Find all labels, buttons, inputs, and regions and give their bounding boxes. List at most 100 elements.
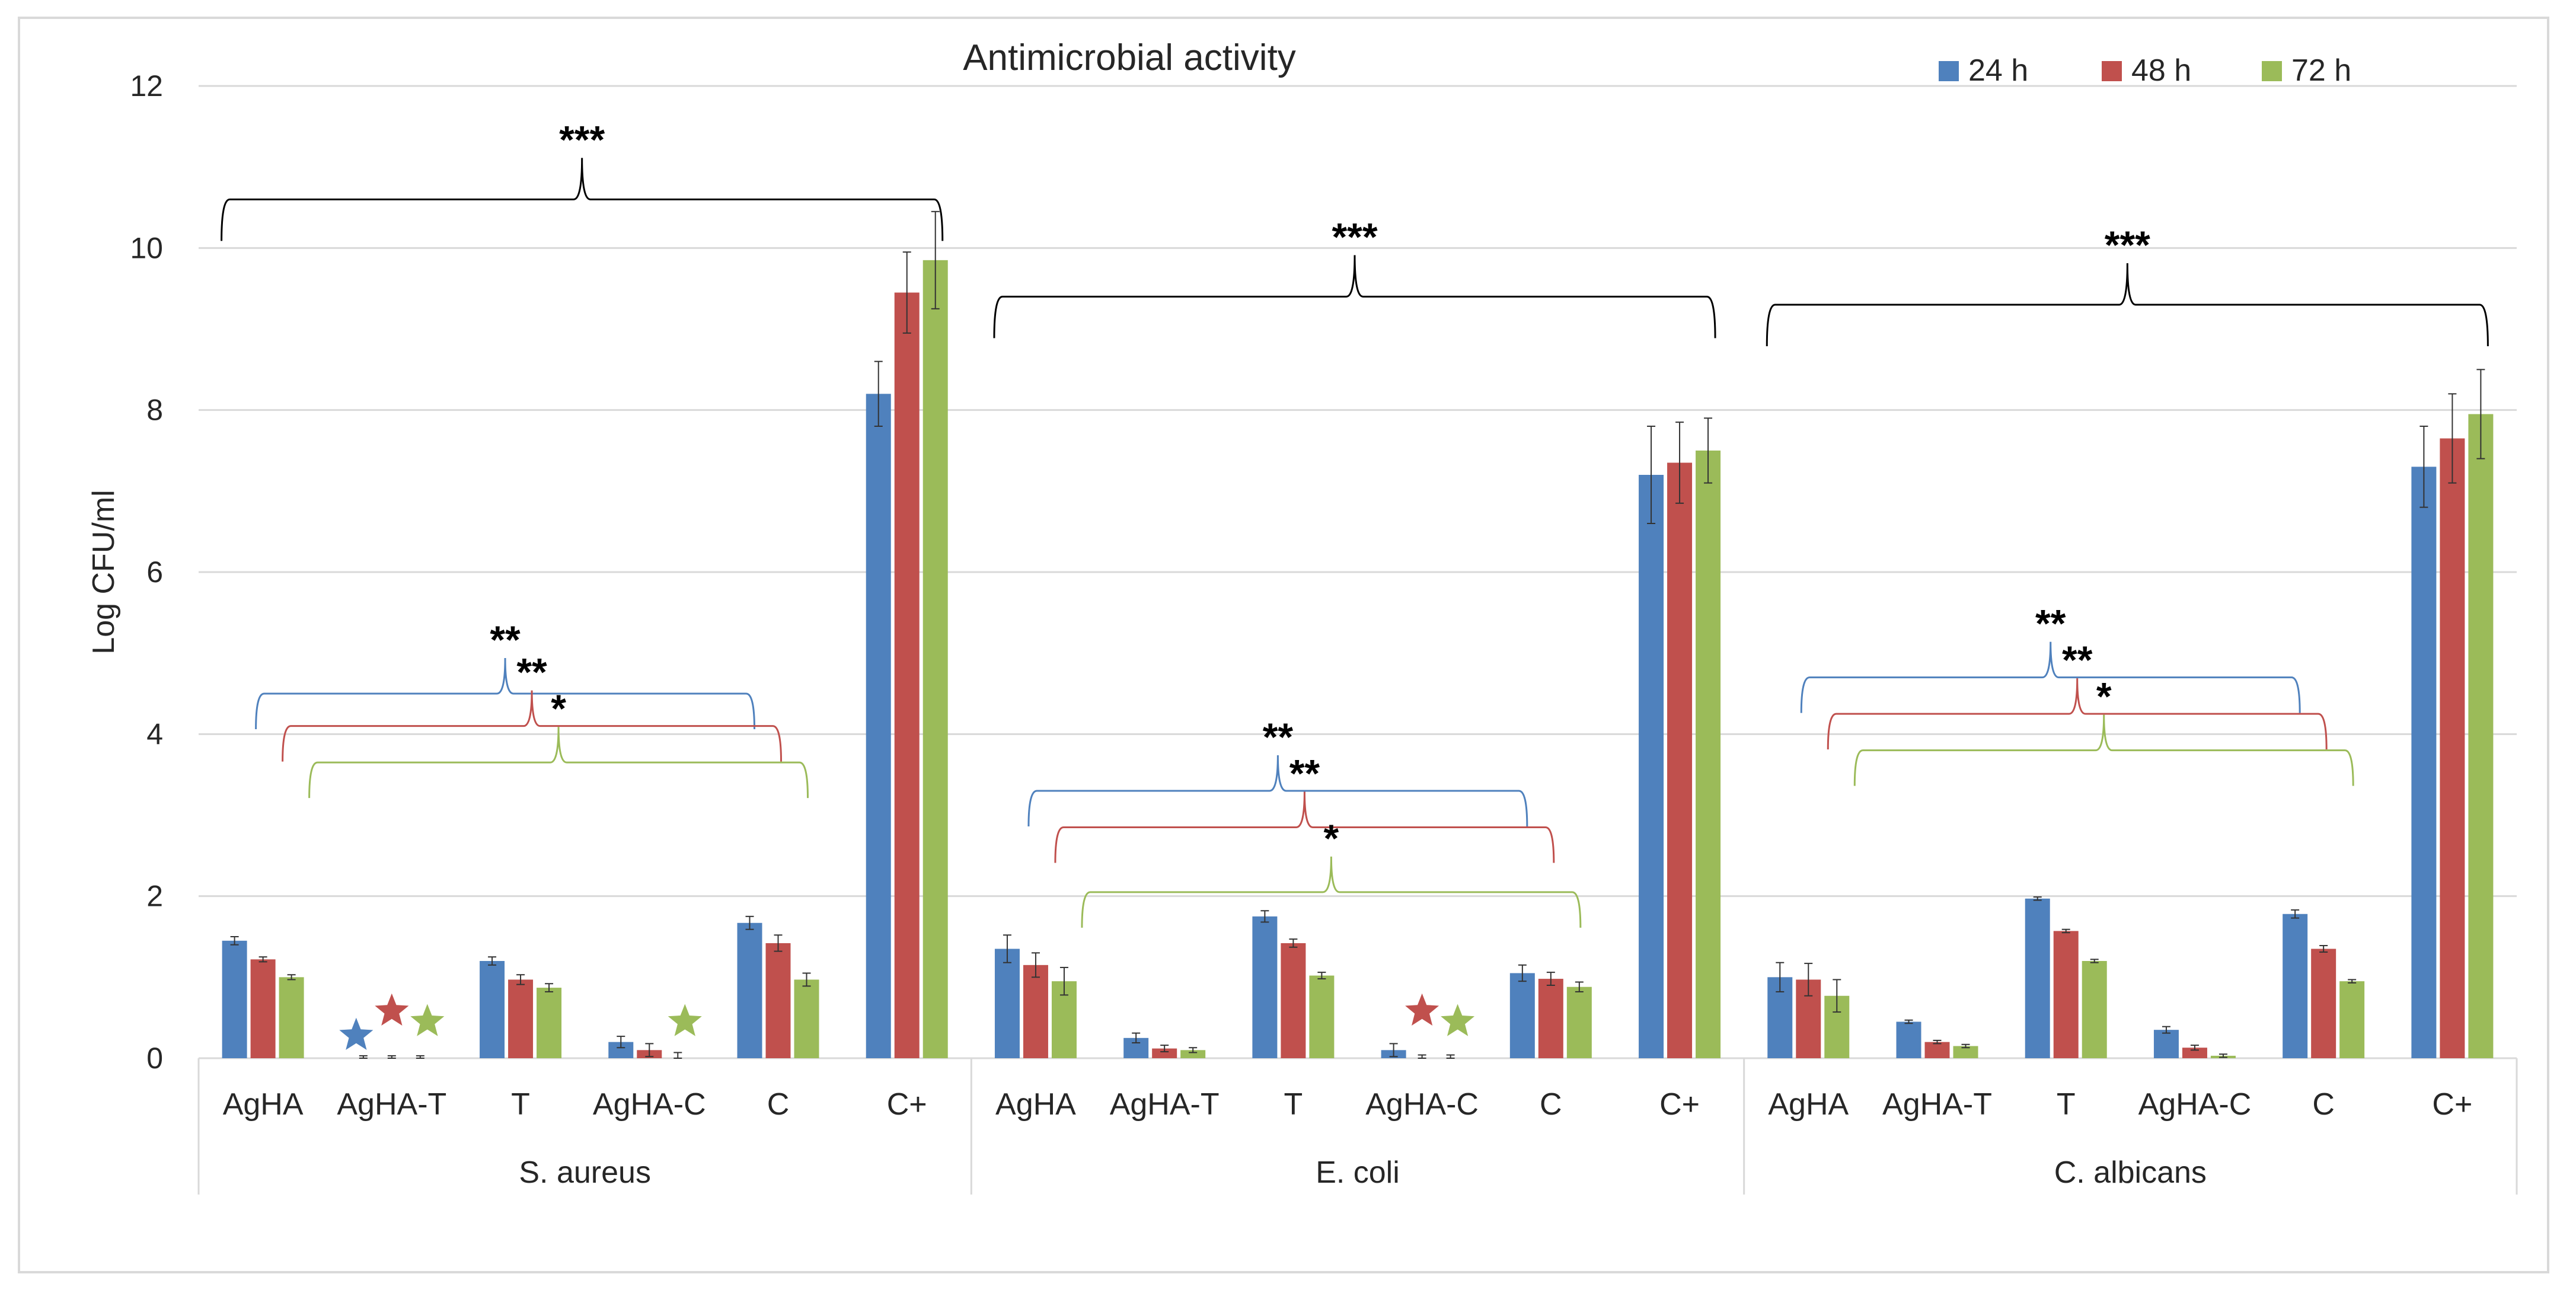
- category-label: T: [1284, 1087, 1303, 1122]
- bar: [1252, 916, 1278, 1058]
- legend-swatch: [2262, 61, 2282, 81]
- legend-label: 24 h: [1968, 53, 2028, 88]
- y-tick-label: 4: [146, 717, 163, 751]
- bar: [1667, 462, 1693, 1058]
- bar: [1309, 975, 1335, 1058]
- significance-label: *: [2096, 675, 2112, 719]
- bar: [1281, 943, 1306, 1058]
- bar: [1566, 986, 1592, 1058]
- significance-bracket: [221, 158, 944, 241]
- significance-label: **: [516, 650, 547, 694]
- bar: [2153, 1030, 2179, 1058]
- bar: [2053, 931, 2079, 1058]
- significance-bracket: [255, 657, 755, 730]
- bar: [2440, 438, 2465, 1058]
- category-label: AgHA-C: [1365, 1087, 1479, 1122]
- significance-label: **: [1263, 715, 1294, 759]
- y-tick-label: 2: [146, 880, 163, 913]
- bar: [994, 949, 1020, 1058]
- bar: [2082, 961, 2107, 1058]
- bar: [2025, 898, 2050, 1058]
- bar: [537, 988, 562, 1058]
- y-tick-label: 6: [146, 555, 163, 589]
- bar: [2311, 949, 2336, 1058]
- y-tick-label: 8: [146, 394, 163, 427]
- group-label: S. aureus: [519, 1155, 651, 1190]
- bar: [1538, 979, 1563, 1058]
- significance-label: ***: [1332, 215, 1377, 258]
- category-label: T: [511, 1087, 530, 1122]
- bar: [1180, 1050, 1206, 1058]
- bar: [1509, 973, 1535, 1058]
- y-axis-label: Log CFU/ml: [87, 490, 121, 654]
- category-label: C: [767, 1087, 790, 1122]
- bar: [2339, 981, 2365, 1058]
- legend-swatch: [1939, 61, 1959, 81]
- bar: [894, 292, 920, 1058]
- significance-bracket: [1081, 856, 1582, 928]
- legend-swatch: [2102, 61, 2122, 81]
- significance-label: **: [490, 618, 521, 662]
- bar: [794, 979, 819, 1058]
- significance-bracket: [1827, 678, 2328, 750]
- bar: [737, 922, 762, 1058]
- bar: [250, 959, 276, 1058]
- significance-label: **: [2062, 638, 2093, 682]
- star-marker: [1441, 1004, 1475, 1036]
- y-tick-label: 10: [130, 231, 163, 264]
- category-label: AgHA: [223, 1087, 304, 1122]
- star-marker: [668, 1004, 702, 1036]
- significance-label: ***: [559, 117, 605, 161]
- bar: [1896, 1021, 1921, 1058]
- significance-label: ***: [2105, 223, 2150, 267]
- significance-bracket: [1054, 791, 1555, 863]
- bar: [279, 977, 304, 1058]
- category-label: AgHA-C: [593, 1087, 706, 1122]
- significance-bracket: [1853, 714, 2354, 786]
- bar: [1152, 1048, 1177, 1058]
- star-marker: [410, 1004, 445, 1036]
- bar: [2411, 467, 2437, 1058]
- legend-label: 48 h: [2131, 53, 2191, 88]
- bar: [508, 979, 534, 1058]
- group-label: C. albicans: [2054, 1155, 2207, 1190]
- category-label: T: [2057, 1087, 2076, 1122]
- significance-bracket: [993, 255, 1716, 339]
- bar: [1953, 1046, 1978, 1058]
- significance-bracket: [1766, 263, 2489, 347]
- category-label: C+: [1659, 1087, 1700, 1122]
- bar: [922, 260, 948, 1058]
- category-label: AgHA-T: [1110, 1087, 1220, 1122]
- star-marker: [339, 1017, 374, 1050]
- category-label: AgHA-T: [337, 1087, 446, 1122]
- group-label: E. coli: [1316, 1155, 1400, 1190]
- significance-bracket: [1800, 641, 2301, 713]
- bar: [2182, 1048, 2207, 1058]
- significance-bracket: [282, 690, 782, 762]
- significance-label: **: [2035, 602, 2066, 646]
- category-label: AgHA: [995, 1087, 1076, 1122]
- bar: [480, 961, 505, 1058]
- significance-bracket: [1027, 755, 1528, 827]
- bar: [2468, 414, 2494, 1058]
- category-label: C+: [2432, 1087, 2472, 1122]
- star-marker: [375, 993, 409, 1026]
- category-label: C+: [887, 1087, 927, 1122]
- significance-label: *: [551, 686, 566, 730]
- chart-frame: [18, 17, 2549, 1273]
- bar: [765, 943, 791, 1058]
- y-tick-label: 12: [130, 69, 163, 103]
- category-label: AgHA-C: [2138, 1087, 2252, 1122]
- bar: [1023, 965, 1048, 1058]
- significance-bracket: [308, 727, 809, 799]
- bar: [1696, 451, 1721, 1058]
- category-label: C: [1540, 1087, 1562, 1122]
- category-label: AgHA-T: [1882, 1087, 1992, 1122]
- legend-label: 72 h: [2291, 53, 2351, 88]
- star-marker: [1405, 993, 1439, 1026]
- bar: [2283, 914, 2308, 1058]
- category-label: C: [2312, 1087, 2335, 1122]
- chart-title: Antimicrobial activity: [963, 37, 1296, 78]
- bar: [866, 394, 891, 1059]
